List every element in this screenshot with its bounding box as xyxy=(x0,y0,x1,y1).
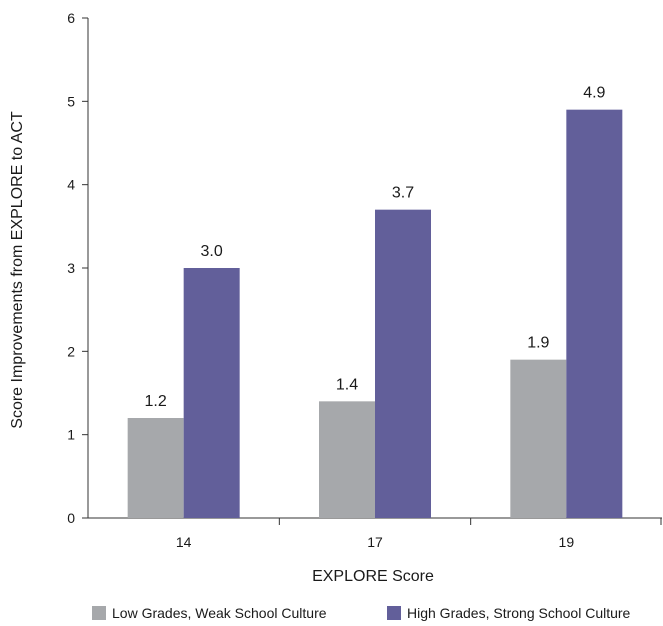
y-tick-label: 0 xyxy=(67,510,75,526)
bar-data-label: 3.7 xyxy=(392,185,414,202)
y-tick-label: 2 xyxy=(67,343,75,359)
bar-data-label: 1.9 xyxy=(527,335,549,352)
legend-label: High Grades, Strong School Culture xyxy=(407,605,631,621)
bar-data-label: 4.9 xyxy=(583,85,605,102)
y-tick-label: 4 xyxy=(67,177,75,193)
y-tick-label: 3 xyxy=(67,260,75,276)
y-tick-label: 1 xyxy=(67,427,75,443)
bar xyxy=(510,359,567,518)
bars xyxy=(127,109,623,519)
legend-swatch xyxy=(387,606,401,620)
legend-swatch xyxy=(92,606,106,620)
bar-data-label: 3.0 xyxy=(201,243,223,260)
x-tick-labels: 14 17 19 xyxy=(176,534,574,550)
y-axis-title: Score Improvements from EXPLORE to ACT xyxy=(9,111,26,429)
legend-label: Low Grades, Weak School Culture xyxy=(112,605,327,621)
bar xyxy=(566,109,623,519)
y-tick-label: 6 xyxy=(67,10,75,26)
y-tick-labels: 0 1 2 3 4 5 6 xyxy=(67,10,75,526)
x-tick-label: 14 xyxy=(176,534,192,550)
legend: Low Grades, Weak School Culture High Grad… xyxy=(92,605,631,621)
data-labels: 1.2 3.0 1.4 3.7 1.9 4.9 xyxy=(145,85,606,410)
bar xyxy=(375,209,431,518)
bar xyxy=(127,418,184,518)
x-axis-title: EXPLORE Score xyxy=(312,568,434,585)
bar xyxy=(183,268,240,518)
x-tick-label: 17 xyxy=(367,534,383,550)
y-tick-label: 5 xyxy=(67,93,75,109)
bar-data-label: 1.4 xyxy=(336,376,358,393)
bar xyxy=(319,401,375,518)
x-tick-label: 19 xyxy=(559,534,575,550)
bar-data-label: 1.2 xyxy=(145,393,167,410)
